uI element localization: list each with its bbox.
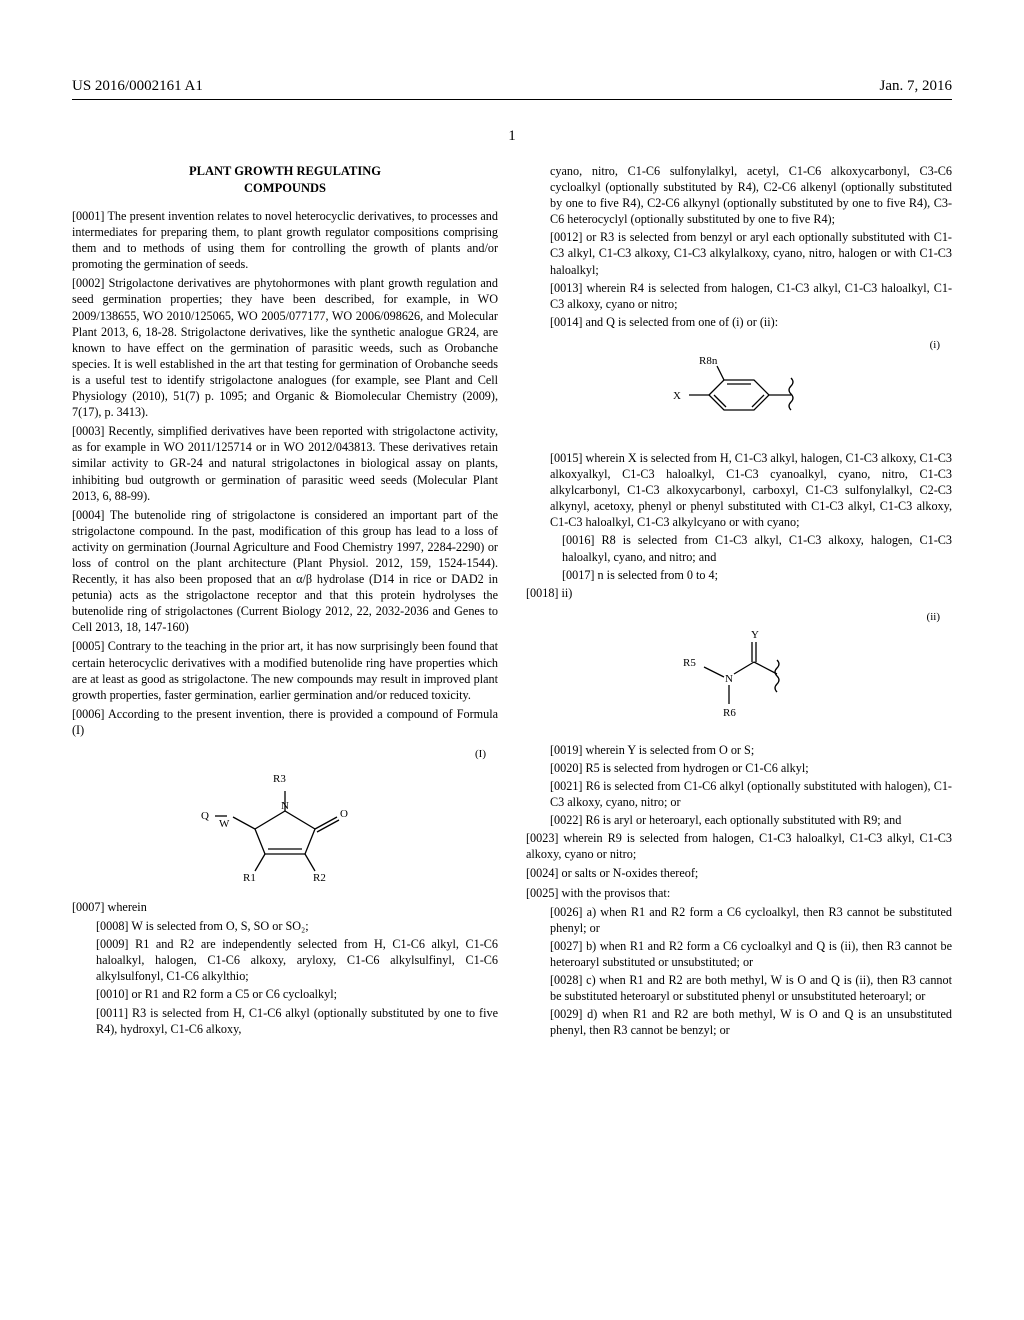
para-0006: [0006] According to the present inventio…: [72, 706, 498, 738]
para-0017: [0017] n is selected from 0 to 4;: [526, 567, 952, 583]
formula-ii-structure: N R5 R6 Y: [639, 622, 839, 732]
para-0021: [0021] R6 is selected from C1-C6 alkyl (…: [526, 778, 952, 810]
title-line-1: PLANT GROWTH REGULATING: [189, 164, 381, 178]
para-0018: [0018] ii): [526, 585, 952, 601]
svg-text:Q: Q: [201, 810, 209, 822]
para-0010: [0010] or R1 and R2 form a C5 or C6 cycl…: [72, 986, 498, 1002]
svg-text:R2: R2: [313, 872, 326, 884]
title-line-2: COMPOUNDS: [244, 181, 326, 195]
para-0009: [0009] R1 and R2 are independently selec…: [72, 936, 498, 984]
para-0022: [0022] R6 is aryl or heteroaryl, each op…: [526, 812, 952, 828]
page-header: US 2016/0002161 A1 Jan. 7, 2016: [0, 0, 1024, 95]
content-columns: PLANT GROWTH REGULATING COMPOUNDS [0001]…: [0, 145, 1024, 1040]
para-0008: [0008] W is selected from O, S, SO or SO…: [72, 918, 498, 934]
formula-i-structure: X R8n: [629, 350, 849, 440]
document-title: PLANT GROWTH REGULATING COMPOUNDS: [72, 163, 498, 208]
para-0016: [0016] R8 is selected from C1-C3 alkyl, …: [526, 532, 952, 564]
para-0023: [0023] wherein R9 is selected from halog…: [526, 830, 952, 862]
formula-ii-block: (ii) N R5 R6 Y: [526, 604, 952, 742]
svg-text:R8n: R8n: [699, 355, 718, 367]
svg-text:W: W: [219, 818, 230, 830]
para-0015: [0015] wherein X is selected from H, C1-…: [526, 450, 952, 530]
para-0004: [0004] The butenolide ring of strigolact…: [72, 507, 498, 636]
para-0019: [0019] wherein Y is selected from O or S…: [526, 742, 952, 758]
right-column: cyano, nitro, C1-C6 sulfonylalkyl, acety…: [526, 163, 952, 1040]
para-0024: [0024] or salts or N-oxides thereof;: [526, 865, 952, 881]
left-column: PLANT GROWTH REGULATING COMPOUNDS [0001]…: [72, 163, 498, 1040]
para-0014: [0014] and Q is selected from one of (i)…: [526, 314, 952, 330]
para-0028: [0028] c) when R1 and R2 are both methyl…: [526, 972, 952, 1004]
publication-date: Jan. 7, 2016: [880, 78, 953, 95]
para-0012: [0012] or R3 is selected from benzyl or …: [526, 229, 952, 277]
para-0011: [0011] R3 is selected from H, C1-C6 alky…: [72, 1005, 498, 1037]
formula-i-label: (i): [930, 338, 940, 353]
svg-text:O: O: [340, 808, 348, 820]
para-0003: [0003] Recently, simplified derivatives …: [72, 423, 498, 503]
svg-text:R3: R3: [273, 773, 286, 785]
para-0005: [0005] Contrary to the teaching in the p…: [72, 638, 498, 702]
svg-text:X: X: [673, 390, 681, 402]
svg-text:R5: R5: [683, 657, 696, 669]
para-0029: [0029] d) when R1 and R2 are both methyl…: [526, 1006, 952, 1038]
publication-number: US 2016/0002161 A1: [72, 78, 203, 95]
formula-i-block: (i) X R8n: [526, 332, 952, 450]
para-0007: [0007] wherein: [72, 899, 498, 915]
svg-text:Y: Y: [751, 629, 759, 641]
svg-text:R1: R1: [243, 872, 256, 884]
page-number: 1: [0, 100, 1024, 145]
para-0027: [0027] b) when R1 and R2 form a C6 cyclo…: [526, 938, 952, 970]
para-0026: [0026] a) when R1 and R2 form a C6 cyclo…: [526, 904, 952, 936]
para-0013: [0013] wherein R4 is selected from halog…: [526, 280, 952, 312]
para-0002: [0002] Strigolactone derivatives are phy…: [72, 275, 498, 420]
svg-text:R6: R6: [723, 707, 736, 719]
para-0001: [0001] The present invention relates to …: [72, 208, 498, 272]
formula-I-block: (I) R3 N O: [72, 741, 498, 899]
para-0020: [0020] R5 is selected from hydrogen or C…: [526, 760, 952, 776]
formula-I-structure: R3 N O Q W R1 R2: [195, 759, 375, 889]
para-0011-cont: cyano, nitro, C1-C6 sulfonylalkyl, acety…: [526, 163, 952, 227]
para-0025: [0025] with the provisos that:: [526, 885, 952, 901]
formula-ii-label: (ii): [927, 610, 940, 625]
svg-text:N: N: [281, 800, 289, 812]
svg-text:N: N: [725, 673, 733, 685]
formula-I-label: (I): [475, 747, 486, 762]
